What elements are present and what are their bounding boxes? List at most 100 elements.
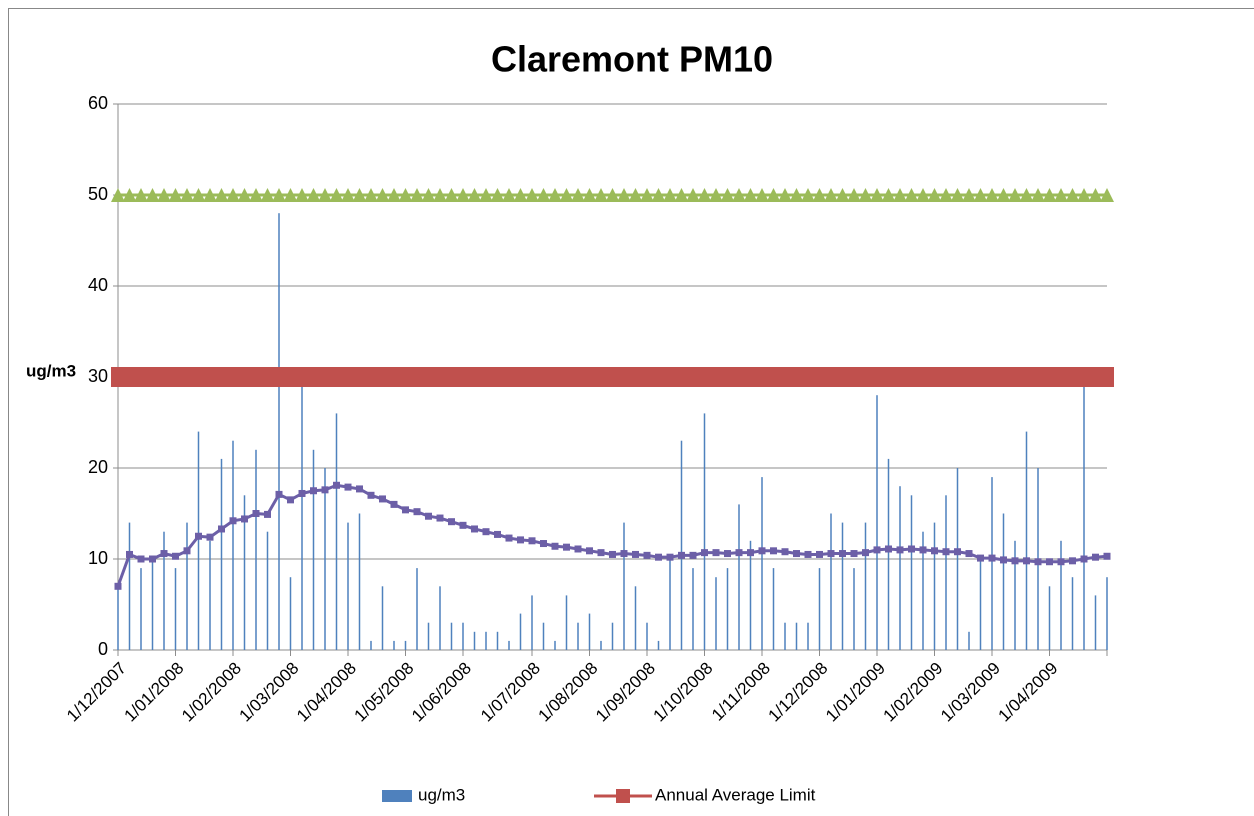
bar	[600, 640, 602, 650]
bar	[163, 531, 165, 650]
marker	[1069, 557, 1076, 565]
bar	[255, 449, 257, 650]
marker	[272, 367, 286, 387]
marker	[1046, 558, 1053, 566]
marker	[812, 367, 827, 387]
marker	[341, 367, 355, 387]
marker	[352, 367, 367, 387]
marker	[364, 367, 378, 387]
marker	[160, 550, 168, 558]
marker	[594, 188, 608, 202]
marker	[490, 188, 505, 202]
marker	[479, 367, 493, 387]
marker	[881, 367, 896, 387]
marker	[678, 551, 685, 559]
marker	[1088, 188, 1103, 202]
bar	[968, 631, 970, 650]
marker	[582, 367, 597, 387]
marker	[502, 188, 516, 202]
marker	[689, 551, 697, 559]
marker	[203, 188, 217, 202]
marker	[364, 188, 378, 202]
marker	[1019, 188, 1034, 202]
marker	[137, 555, 145, 563]
marker	[436, 514, 444, 522]
marker	[180, 367, 194, 387]
marker	[904, 367, 919, 387]
marker	[996, 367, 1011, 387]
marker	[686, 367, 700, 387]
marker	[444, 367, 459, 387]
marker	[712, 549, 720, 557]
bar	[209, 540, 211, 650]
marker	[1057, 558, 1065, 566]
marker	[505, 534, 513, 542]
marker	[410, 188, 424, 202]
bar	[197, 431, 200, 650]
bar	[347, 522, 349, 650]
marker	[241, 515, 248, 523]
marker	[973, 367, 988, 387]
marker	[827, 550, 835, 558]
marker	[513, 367, 528, 387]
bar	[128, 522, 131, 650]
marker	[1000, 556, 1007, 564]
marker	[720, 367, 735, 387]
marker	[249, 367, 263, 387]
y-tick-label: 20	[88, 457, 108, 477]
bar	[577, 622, 579, 650]
marker	[1100, 367, 1114, 387]
bar	[1106, 577, 1108, 650]
bar	[1094, 595, 1097, 650]
marker	[858, 188, 873, 202]
bar	[1002, 513, 1005, 650]
marker	[586, 547, 593, 555]
marker	[628, 188, 643, 202]
marker	[260, 367, 275, 387]
marker	[1042, 188, 1057, 202]
marker	[651, 188, 666, 202]
marker	[835, 367, 850, 387]
marker	[908, 545, 915, 553]
marker	[655, 553, 662, 561]
marker	[1034, 558, 1042, 566]
marker	[456, 188, 470, 202]
marker	[1065, 367, 1080, 387]
marker	[157, 367, 171, 387]
bar	[899, 486, 901, 650]
bar	[439, 586, 441, 650]
marker	[195, 532, 202, 540]
marker	[410, 367, 424, 387]
marker	[812, 188, 827, 202]
y-tick-label: 30	[88, 366, 108, 386]
bar	[795, 622, 798, 650]
bar	[243, 495, 246, 650]
marker	[850, 550, 858, 558]
bar	[140, 568, 142, 650]
marker	[651, 367, 666, 387]
bar	[404, 640, 407, 650]
bar	[634, 586, 637, 650]
marker	[145, 367, 160, 387]
marker	[950, 367, 965, 387]
bar	[531, 595, 533, 650]
marker	[885, 545, 892, 553]
marker	[329, 188, 344, 202]
bar	[496, 631, 499, 650]
marker	[701, 549, 708, 557]
legend-label: ug/m3	[418, 785, 465, 804]
marker	[996, 188, 1011, 202]
bar	[841, 522, 844, 650]
marker	[1008, 188, 1022, 202]
marker	[157, 188, 171, 202]
marker	[758, 547, 766, 555]
marker	[398, 188, 413, 202]
marker	[548, 188, 562, 202]
marker	[421, 367, 436, 387]
marker	[755, 188, 769, 202]
bar	[818, 568, 821, 650]
marker	[870, 367, 884, 387]
marker	[183, 547, 191, 555]
marker	[1008, 367, 1022, 387]
bar	[117, 586, 119, 650]
